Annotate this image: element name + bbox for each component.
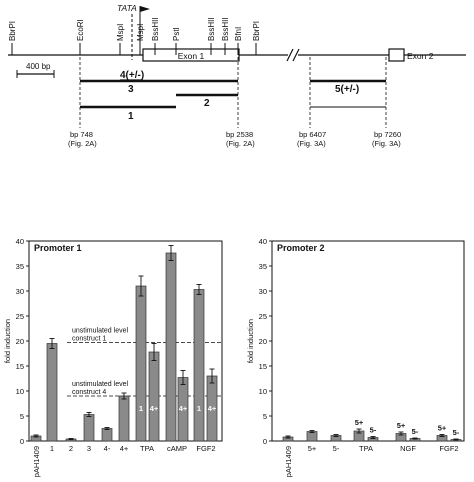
bp-position-7260-fig: (Fig. 3A) [372, 139, 401, 148]
site-bfni: BfnI [234, 27, 243, 41]
y-tick-label: 40 [259, 237, 267, 246]
bar [83, 414, 95, 442]
y-tick-label: 30 [16, 287, 24, 296]
bp-position-6407: bp 6407 [299, 130, 326, 139]
bar [148, 351, 160, 442]
category-label: FGF2 [439, 444, 458, 453]
y-tick-label: 10 [16, 387, 24, 396]
category-label: TPA [140, 444, 154, 453]
y-tick-label: 35 [259, 262, 267, 271]
bar [46, 343, 58, 442]
construct-3-label: 3 [128, 84, 134, 95]
y-tick-label: 25 [16, 312, 24, 321]
bar-label: 1 [139, 404, 143, 413]
transcription-start-arrow-icon [140, 6, 150, 12]
bar-label: 4+ [179, 404, 188, 413]
scale-bar-label: 400 bp [26, 62, 51, 71]
y-tick-label: 15 [259, 362, 267, 371]
category-label: pAH1409 [32, 446, 41, 477]
construct-1-label: 1 [128, 111, 134, 122]
promoter-1-chart: 0 5 10 15 20 25 30 35 40 fold induction Promoter 1… [3, 237, 223, 477]
y-tick-label: 15 [16, 362, 24, 371]
site-bsshii-2: BssHII [207, 17, 216, 41]
chart-title: Promoter 2 [277, 243, 325, 253]
site-bbrpi-left: BbrPI [8, 21, 17, 41]
category-label: 3 [87, 444, 91, 453]
exon-1-box [142, 48, 240, 62]
bp-position-2538-fig: (Fig. 2A) [226, 139, 255, 148]
category-label: 4- [104, 444, 111, 453]
reference-line-label: construct 4 [72, 389, 106, 396]
category-label: 1 [50, 444, 54, 453]
exon-2-box [388, 48, 405, 62]
bp-position-6407-fig: (Fig. 3A) [297, 139, 326, 148]
site-ecori: EcoRI [76, 19, 85, 41]
genomic-break-mark [292, 48, 300, 62]
y-tick-label: 20 [259, 337, 267, 346]
plot-frame [271, 240, 465, 442]
category-label: NGF [400, 444, 416, 453]
category-label: 2 [69, 444, 73, 453]
promoter-2-chart: 0 5 10 15 20 25 30 35 40 fold induction Promoter 2… [246, 237, 465, 477]
y-tick-label: 0 [263, 437, 267, 446]
site-mspi-1: MspI [116, 24, 125, 41]
genomic-break-mark [286, 48, 294, 62]
bar [118, 395, 130, 442]
site-bbrpi-right: BbrPI [252, 21, 261, 41]
bp-position-748: bp 748 [70, 130, 93, 139]
reference-line-label: unstimulated level [72, 328, 128, 335]
category-label: 4+ [120, 444, 129, 453]
category-label: FGF2 [196, 444, 215, 453]
bar-label: 5- [370, 426, 377, 435]
y-axis-label: fold induction [3, 319, 12, 363]
bar [101, 428, 113, 442]
category-label: 5- [333, 444, 340, 453]
category-label: 5+ [308, 444, 317, 453]
category-label: TPA [359, 444, 373, 453]
bar-label: 5- [453, 428, 460, 437]
bp-position-7260: bp 7260 [374, 130, 401, 139]
y-tick-label: 10 [259, 387, 267, 396]
site-psti: PstI [172, 27, 181, 41]
reference-line-label: unstimulated level [72, 381, 128, 388]
chart-title: Promoter 1 [34, 243, 82, 253]
y-tick-label: 5 [263, 412, 267, 421]
y-tick-label: 25 [259, 312, 267, 321]
bar [135, 285, 147, 442]
y-axis-label: fold induction [246, 319, 255, 363]
gene-map: Exon 1 Exon 2 BbrPI EcoRI MspI MspI BssH… [8, 3, 466, 148]
y-tick-label: 35 [16, 262, 24, 271]
bar-label: 5+ [397, 421, 406, 430]
category-label: cAMP [167, 444, 187, 453]
reference-line-label: construct 1 [72, 336, 106, 343]
y-tick-label: 30 [259, 287, 267, 296]
construct-4-label: 4(+/-) [120, 70, 144, 81]
construct-5-label: 5(+/-) [335, 84, 359, 95]
exon-2-label: Exon 2 [407, 51, 434, 61]
site-bsshii-1: BssHII [151, 17, 160, 41]
bar [165, 252, 177, 442]
construct-2-label: 2 [204, 98, 210, 109]
category-label: pAH1409 [284, 446, 293, 477]
y-tick-label: 5 [20, 412, 24, 421]
exon-1-label: Exon 1 [178, 51, 205, 61]
y-tick-label: 20 [16, 337, 24, 346]
bar [193, 289, 205, 442]
bp-position-2538: bp 2538 [226, 130, 253, 139]
bp-position-748-fig: (Fig. 2A) [68, 139, 97, 148]
bar-label: 4+ [208, 404, 217, 413]
bar-label: 4+ [150, 404, 159, 413]
bar-label: 5+ [438, 424, 447, 433]
tata-label: TATA [117, 3, 137, 13]
bar-label: 5+ [355, 418, 364, 427]
site-bsshii-3: BssHII [221, 17, 230, 41]
bar-label: 1 [197, 404, 201, 413]
bar-label: 5- [412, 427, 419, 436]
y-tick-label: 0 [20, 437, 24, 446]
y-tick-label: 40 [16, 237, 24, 246]
